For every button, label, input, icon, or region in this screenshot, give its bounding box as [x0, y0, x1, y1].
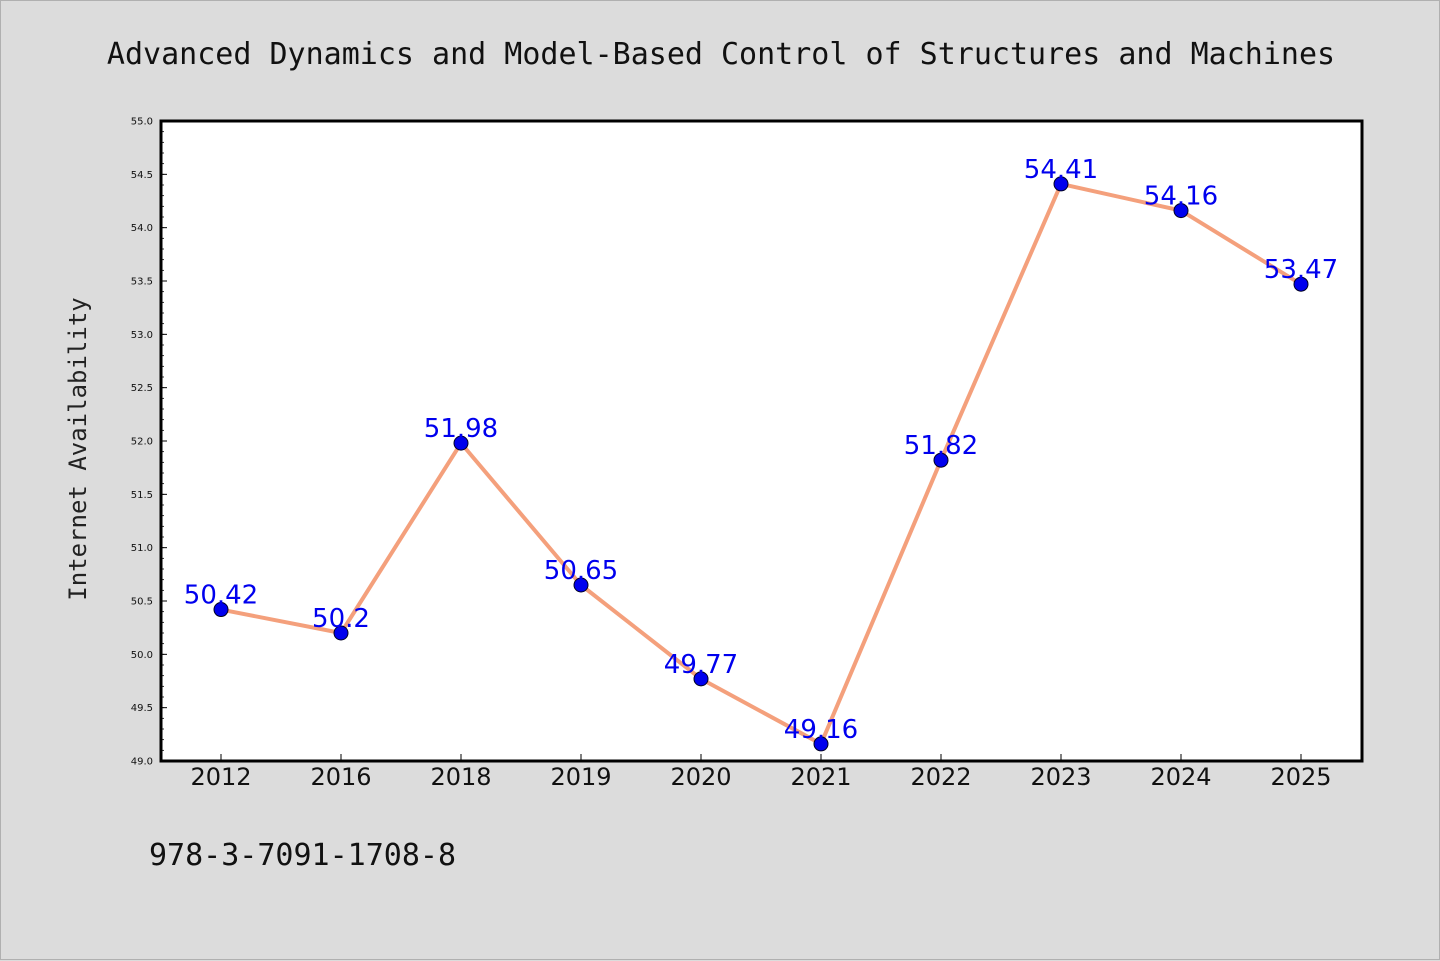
data-point-marker: [933, 452, 949, 468]
y-tick-label: 54.0: [131, 223, 153, 234]
x-tick-label: 2024: [1150, 763, 1211, 791]
plot-area: [159, 119, 1364, 763]
x-axis: 2012 2016 2018 2019 2020 2021 2022 2023 2024 2025: [190, 754, 1332, 791]
x-tick-label: 2025: [1270, 763, 1331, 791]
data-point-marker: [693, 671, 709, 687]
series-line: [220, 181, 1303, 746]
x-tick-label: 2023: [1030, 763, 1091, 791]
data-label: 54.16: [1144, 182, 1218, 212]
y-axis-label: Internet Availability: [64, 297, 92, 600]
data-point-marker: [813, 736, 829, 752]
x-tick-label: 2020: [670, 763, 731, 791]
x-tick-label: 2019: [550, 763, 611, 791]
data-point-marker: [213, 602, 229, 618]
y-tick-label: 51.0: [131, 543, 153, 554]
data-point-marker: [1173, 203, 1189, 219]
data-label: 53.47: [1264, 255, 1338, 285]
y-tick-label: 50.0: [131, 650, 153, 661]
data-label: 51.98: [424, 414, 498, 444]
y-tick-label: 53.0: [131, 330, 153, 341]
data-label: 50.42: [184, 581, 258, 611]
isbn-footer-text: 978-3-7091-1708-8: [149, 838, 456, 873]
y-tick-label: 52.0: [131, 437, 153, 448]
x-tick-label: 2021: [790, 763, 851, 791]
data-point-marker: [333, 625, 349, 641]
series-line-group: [220, 181, 1303, 746]
x-tick-label: 2016: [310, 763, 371, 791]
data-label: 49.77: [664, 650, 738, 680]
data-point-marker: [573, 577, 589, 593]
x-tick-label: 2022: [910, 763, 971, 791]
data-label: 54.41: [1024, 155, 1098, 185]
y-tick-label: 53.5: [131, 277, 153, 288]
data-point-marker: [453, 435, 469, 451]
chart-title: Advanced Dynamics and Model-Based Contro…: [107, 37, 1335, 72]
data-point-marker: [1293, 276, 1309, 292]
data-label: 50.2: [312, 604, 370, 634]
data-label-group: 50.42 50.2 51.98 50.65 49.77 49.16 51.82 54.41 5…: [184, 155, 1338, 745]
y-axis: 49.0 49.5 50.0 50.5 51.0 51.5 52.0 52.5 53.0 53.5…: [131, 117, 167, 768]
data-point-marker: [1053, 176, 1069, 192]
marker-group: [213, 176, 1309, 752]
data-label: 50.65: [544, 556, 618, 586]
y-tick-label: 54.5: [131, 170, 153, 181]
y-tick-label: 49.0: [131, 757, 153, 768]
y-tick-label: 50.5: [131, 597, 153, 608]
y-tick-label: 55.0: [131, 117, 153, 128]
data-label: 49.16: [784, 715, 858, 745]
x-tick-label: 2018: [430, 763, 491, 791]
data-label: 51.82: [904, 431, 978, 461]
x-tick-label: 2012: [190, 763, 251, 791]
y-tick-label: 51.5: [131, 490, 153, 501]
y-tick-label: 52.5: [131, 383, 153, 394]
y-tick-label: 49.5: [131, 703, 153, 714]
